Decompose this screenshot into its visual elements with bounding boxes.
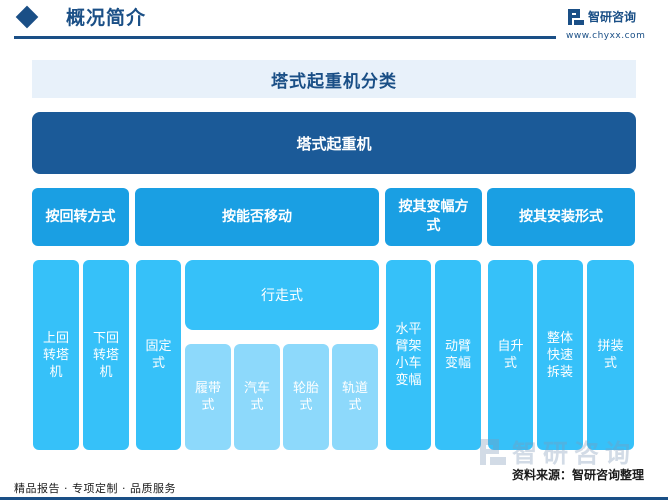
leaf-self-climbing-label: 自升式 [497, 339, 524, 371]
category-mobility-label: 按能否移动 [222, 208, 292, 225]
category-installation-label: 按其安装形式 [519, 208, 603, 225]
diagram-title-band: 塔式起重机分类 [32, 60, 636, 98]
node-traveling-label: 行走式 [261, 288, 303, 304]
brand: 智研咨询 [568, 8, 636, 25]
leaf-upper-rotation: 上回转塔机 [33, 260, 79, 450]
subleaf-tire-label: 轮胎式 [292, 381, 319, 413]
root-node: 塔式起重机 [32, 112, 636, 174]
leaf-trolley-luffing: 水平臂架小车变幅 [386, 260, 431, 450]
source-note: 资料来源：智研咨询整理 [512, 468, 645, 482]
leaf-fixed: 固定式 [136, 260, 181, 450]
subleaf-crawler-label: 履带式 [194, 381, 221, 413]
category-luffing-label: 按其变幅方式 [398, 199, 469, 234]
category-rotation: 按回转方式 [32, 188, 129, 246]
footer-watermark-logo: 智研咨询 [480, 434, 636, 470]
leaf-quick-erect-label: 整体快速拆装 [546, 330, 573, 380]
header-diamond-icon [15, 5, 39, 29]
subleaf-crawler: 履带式 [185, 344, 231, 450]
leaf-quick-erect: 整体快速拆装 [537, 260, 583, 450]
brand-logo-icon [568, 8, 584, 25]
footer-logo-icon [480, 439, 506, 465]
leaf-trolley-luffing-label: 水平臂架小车变幅 [395, 322, 422, 388]
subleaf-truck-label: 汽车式 [243, 381, 270, 413]
page-title: 概况简介 [66, 7, 147, 29]
brand-url: www.chyxx.com [566, 31, 646, 41]
header-divider [14, 36, 556, 39]
leaf-assembled: 拼装式 [587, 260, 634, 450]
diagram-title: 塔式起重机分类 [271, 71, 397, 92]
leaf-self-climbing: 自升式 [488, 260, 533, 450]
category-installation: 按其安装形式 [487, 188, 635, 246]
subleaf-rail-label: 轨道式 [341, 381, 368, 413]
leaf-luffing-jib: 动臂变幅 [435, 260, 481, 450]
brand-name: 智研咨询 [588, 10, 637, 24]
leaf-assembled-label: 拼装式 [597, 339, 624, 371]
root-node-label: 塔式起重机 [296, 134, 372, 153]
category-mobility: 按能否移动 [135, 188, 379, 246]
category-rotation-label: 按回转方式 [45, 208, 116, 225]
subleaf-truck: 汽车式 [234, 344, 280, 450]
footer-watermark-brand: 智研咨询 [512, 439, 637, 468]
leaf-luffing-jib-label: 动臂变幅 [444, 339, 471, 371]
node-traveling: 行走式 [185, 260, 379, 330]
leaf-upper-rotation-label: 上回转塔机 [42, 330, 69, 380]
category-luffing: 按其变幅方式 [385, 188, 482, 246]
subleaf-tire: 轮胎式 [283, 344, 329, 450]
footer-tagline: 精品报告 · 专项定制 · 品质服务 [14, 482, 176, 495]
leaf-lower-rotation-label: 下回转塔机 [92, 330, 119, 380]
footer-bar [0, 497, 668, 500]
subleaf-rail: 轨道式 [332, 344, 378, 450]
leaf-fixed-label: 固定式 [145, 339, 172, 371]
leaf-lower-rotation: 下回转塔机 [83, 260, 129, 450]
